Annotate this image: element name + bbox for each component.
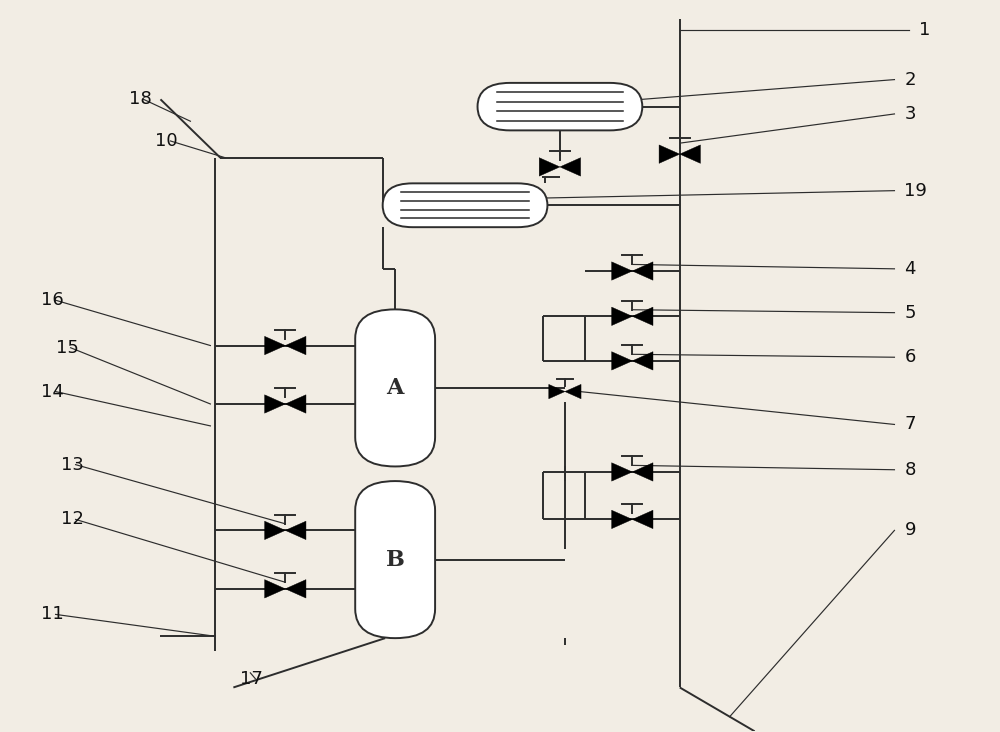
Text: 10: 10 bbox=[155, 132, 178, 150]
Polygon shape bbox=[265, 395, 285, 413]
Text: B: B bbox=[386, 548, 405, 571]
Polygon shape bbox=[632, 307, 653, 326]
Text: 1: 1 bbox=[919, 21, 931, 39]
Polygon shape bbox=[612, 463, 632, 481]
Polygon shape bbox=[285, 521, 306, 539]
FancyBboxPatch shape bbox=[355, 481, 435, 638]
Text: 2: 2 bbox=[904, 70, 916, 89]
Text: 9: 9 bbox=[904, 521, 916, 539]
Polygon shape bbox=[285, 336, 306, 355]
Polygon shape bbox=[539, 157, 560, 176]
Text: 16: 16 bbox=[41, 291, 63, 309]
Text: 19: 19 bbox=[904, 182, 927, 200]
Text: 13: 13 bbox=[61, 455, 83, 474]
Text: 5: 5 bbox=[904, 304, 916, 321]
Text: 17: 17 bbox=[240, 670, 263, 687]
Text: 18: 18 bbox=[129, 90, 151, 108]
Text: 6: 6 bbox=[904, 348, 916, 366]
Text: 11: 11 bbox=[41, 605, 63, 624]
Polygon shape bbox=[612, 307, 632, 326]
Polygon shape bbox=[549, 384, 565, 399]
Polygon shape bbox=[565, 384, 581, 399]
Polygon shape bbox=[285, 395, 306, 413]
Polygon shape bbox=[659, 145, 680, 163]
FancyBboxPatch shape bbox=[478, 83, 642, 130]
Polygon shape bbox=[632, 351, 653, 370]
Text: 3: 3 bbox=[904, 105, 916, 123]
Polygon shape bbox=[265, 336, 285, 355]
Polygon shape bbox=[265, 521, 285, 539]
Text: 12: 12 bbox=[61, 510, 83, 529]
Text: 4: 4 bbox=[904, 260, 916, 278]
Polygon shape bbox=[612, 510, 632, 529]
Polygon shape bbox=[612, 262, 632, 280]
Text: 8: 8 bbox=[904, 460, 916, 479]
Polygon shape bbox=[285, 580, 306, 598]
Polygon shape bbox=[680, 145, 700, 163]
Polygon shape bbox=[632, 510, 653, 529]
Polygon shape bbox=[612, 351, 632, 370]
Text: 14: 14 bbox=[41, 383, 64, 400]
Text: 7: 7 bbox=[904, 416, 916, 433]
Polygon shape bbox=[265, 580, 285, 598]
Polygon shape bbox=[632, 463, 653, 481]
Polygon shape bbox=[560, 157, 581, 176]
FancyBboxPatch shape bbox=[355, 310, 435, 466]
Polygon shape bbox=[632, 262, 653, 280]
Text: A: A bbox=[386, 377, 404, 399]
FancyBboxPatch shape bbox=[383, 183, 547, 227]
Text: 15: 15 bbox=[56, 339, 78, 356]
